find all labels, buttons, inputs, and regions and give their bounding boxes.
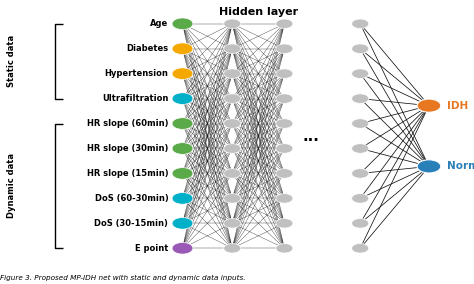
Circle shape	[172, 43, 193, 55]
Circle shape	[276, 44, 293, 53]
Circle shape	[172, 143, 193, 154]
Circle shape	[276, 94, 293, 103]
Text: Static data: Static data	[8, 35, 16, 87]
Text: Ultrafiltration: Ultrafiltration	[102, 94, 168, 103]
Circle shape	[224, 94, 241, 103]
Circle shape	[352, 194, 369, 203]
Circle shape	[417, 160, 441, 173]
Text: ...: ...	[302, 129, 319, 143]
Text: Hypertension: Hypertension	[104, 69, 168, 78]
Circle shape	[276, 194, 293, 203]
Text: DoS (60-30min): DoS (60-30min)	[94, 194, 168, 203]
Circle shape	[352, 243, 369, 253]
Text: HR slope (30min): HR slope (30min)	[87, 144, 168, 153]
Circle shape	[224, 44, 241, 53]
Circle shape	[224, 194, 241, 203]
Circle shape	[276, 243, 293, 253]
Circle shape	[352, 219, 369, 228]
Text: HR slope (15min): HR slope (15min)	[87, 169, 168, 178]
Text: Age: Age	[150, 19, 168, 28]
Circle shape	[352, 69, 369, 78]
Text: E point: E point	[135, 244, 168, 253]
Circle shape	[276, 119, 293, 128]
Circle shape	[172, 168, 193, 179]
Text: HR slope (60min): HR slope (60min)	[87, 119, 168, 128]
Circle shape	[276, 69, 293, 78]
Circle shape	[172, 243, 193, 254]
Circle shape	[224, 144, 241, 153]
Circle shape	[352, 94, 369, 103]
Circle shape	[417, 99, 441, 112]
Circle shape	[352, 19, 369, 28]
Text: Normal: Normal	[447, 161, 474, 172]
Text: Diabetes: Diabetes	[126, 44, 168, 53]
Circle shape	[276, 144, 293, 153]
Circle shape	[172, 93, 193, 105]
Circle shape	[352, 119, 369, 128]
Circle shape	[224, 219, 241, 228]
Circle shape	[172, 118, 193, 129]
Circle shape	[224, 69, 241, 78]
Circle shape	[172, 68, 193, 80]
Text: Dynamic data: Dynamic data	[8, 153, 16, 218]
Circle shape	[276, 19, 293, 28]
Circle shape	[276, 219, 293, 228]
Circle shape	[224, 19, 241, 28]
Circle shape	[352, 144, 369, 153]
Text: IDH: IDH	[447, 101, 468, 111]
Circle shape	[224, 119, 241, 128]
Circle shape	[276, 169, 293, 178]
Circle shape	[172, 218, 193, 229]
Circle shape	[224, 169, 241, 178]
Text: DoS (30-15min): DoS (30-15min)	[94, 219, 168, 228]
Circle shape	[224, 243, 241, 253]
Text: Hidden layer: Hidden layer	[219, 7, 298, 16]
Circle shape	[352, 44, 369, 53]
Text: Figure 3. Proposed MP-IDH net with static and dynamic data inputs.: Figure 3. Proposed MP-IDH net with stati…	[0, 275, 246, 281]
Circle shape	[352, 169, 369, 178]
Circle shape	[172, 193, 193, 204]
Circle shape	[172, 18, 193, 30]
